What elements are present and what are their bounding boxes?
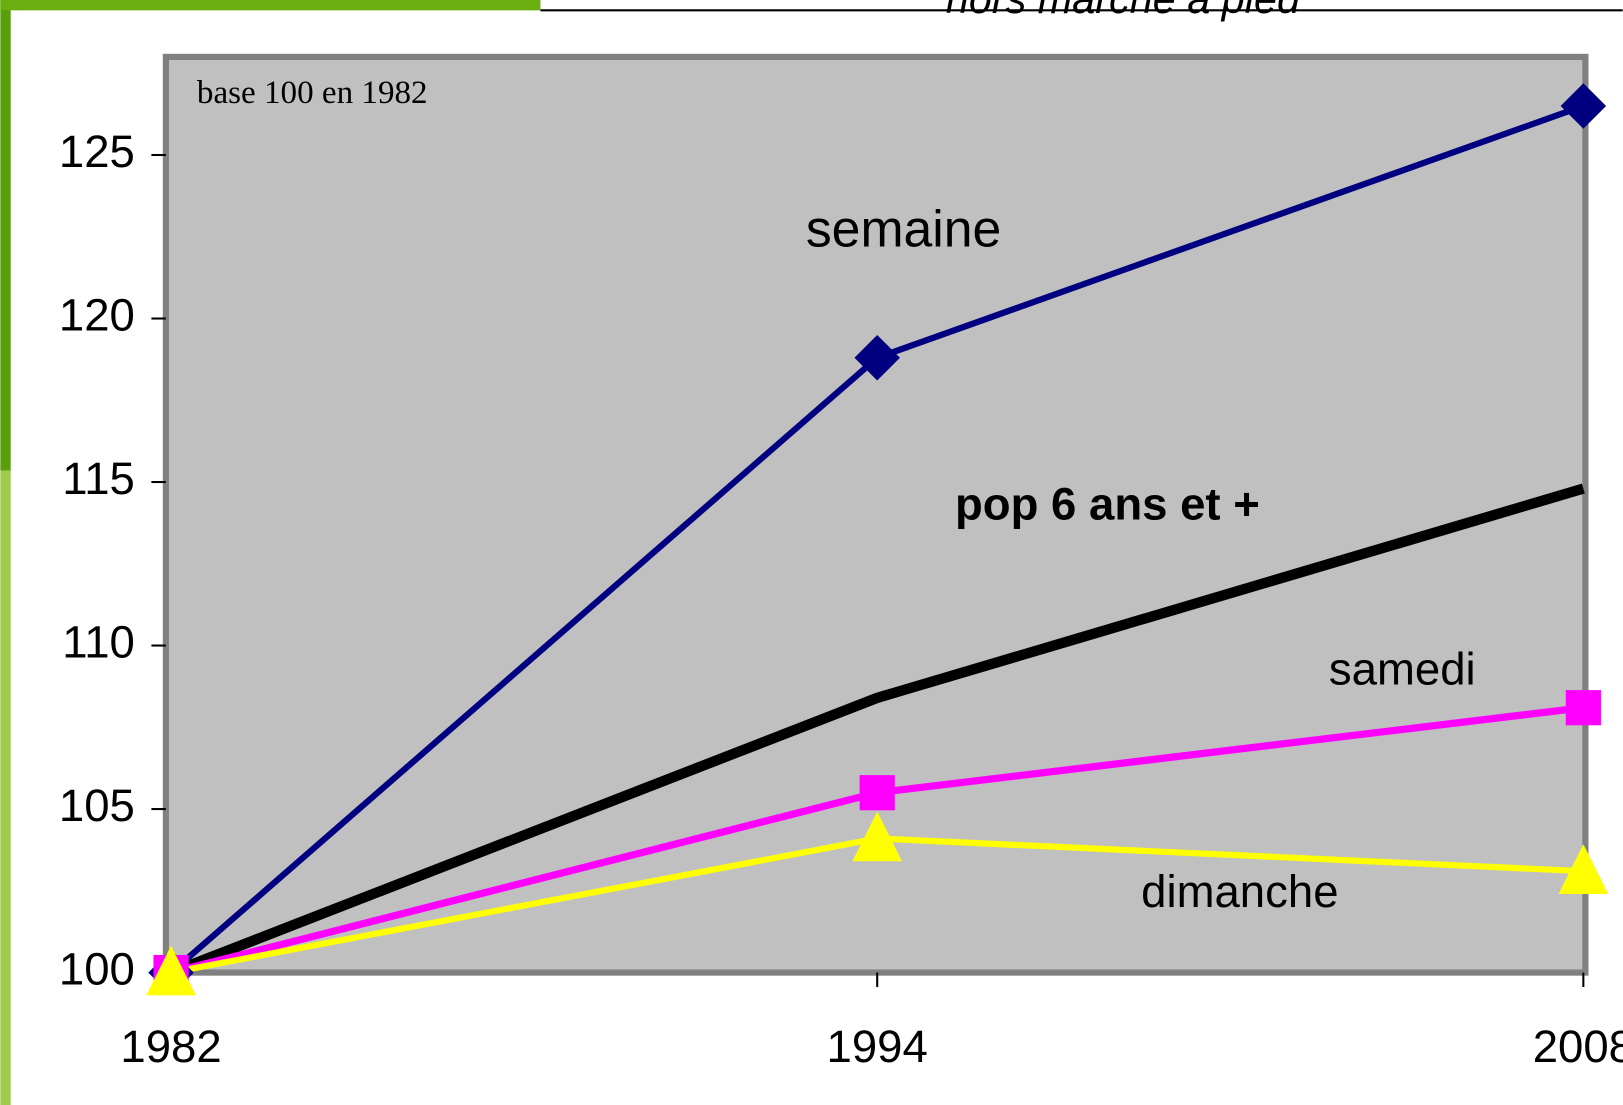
y-tick-label: 110 [62,617,135,668]
marker [859,775,895,811]
x-tick-label: 1994 [827,1021,928,1072]
annotation: base 100 en 1982 [197,75,428,111]
x-tick-label: 2008 [1533,1021,1623,1072]
marker [1560,83,1607,129]
y-tick-label: 125 [59,126,135,177]
marker [146,945,196,996]
frame-top [0,0,541,11]
y-tick-label: 120 [59,290,135,341]
series-label: samedi [1329,644,1476,695]
series-label: pop 6 ans et + [954,479,1260,530]
y-tick-label: 100 [59,944,135,995]
marker [854,335,900,381]
series-label: semaine [806,199,1002,257]
marker [1565,690,1601,726]
y-tick-label: 115 [62,453,135,504]
frame-left-bottom [0,470,11,1105]
marker [1558,844,1609,894]
cut-title: hors marche à pied [946,0,1302,22]
series-label: dimanche [1141,866,1338,917]
x-tick-label: 1982 [120,1021,221,1072]
marker [852,811,903,862]
y-tick-label: 105 [59,780,135,831]
series-label-box: pop 6 ans et + [954,479,1260,530]
series-line [169,483,1585,978]
frame-left-top [0,0,11,471]
